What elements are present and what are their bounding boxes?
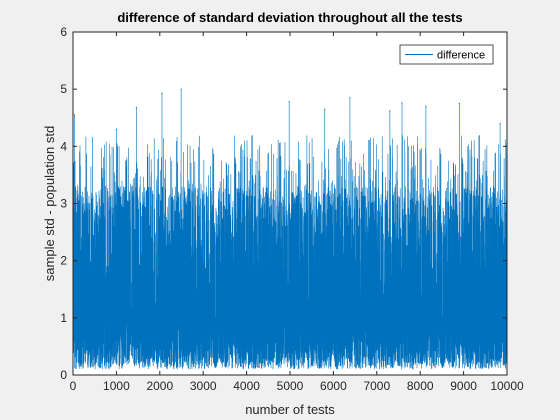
series-peak-point xyxy=(115,128,117,130)
y-axis-label: sample std - population std xyxy=(42,126,57,281)
x-tick-label: 5000 xyxy=(277,379,304,393)
series-line-difference xyxy=(72,89,508,370)
x-axis-label: number of tests xyxy=(245,402,335,417)
y-tick-label: 4 xyxy=(60,139,67,153)
series-peak-point xyxy=(135,106,137,109)
x-axis: 0 1000 2000 3000 4000 5000 6000 7000 8000 9000 100… xyxy=(70,32,524,393)
x-tick-label: 8000 xyxy=(407,379,434,393)
series-peak-point xyxy=(73,114,75,116)
series-peak-point xyxy=(425,105,427,107)
series-peak-point xyxy=(499,122,501,125)
series-peak-point xyxy=(324,108,326,110)
series-peak-point xyxy=(180,88,182,90)
series-layer xyxy=(72,88,508,370)
series-peak-point xyxy=(288,101,290,103)
legend: difference xyxy=(399,44,494,65)
x-tick-label: 7000 xyxy=(363,379,390,393)
y-tick-label: 6 xyxy=(60,25,67,39)
chart-title: difference of standard deviation through… xyxy=(117,10,462,25)
y-tick-label: 3 xyxy=(60,197,67,211)
x-tick-label: 3000 xyxy=(190,379,217,393)
x-tick-label: 10000 xyxy=(490,379,524,393)
x-tick-label: 6000 xyxy=(320,379,347,393)
y-axis: 0 1 2 3 4 5 6 xyxy=(60,25,507,382)
y-tick-label: 5 xyxy=(60,82,67,96)
series-peak-point xyxy=(349,97,351,99)
x-tick-label: 0 xyxy=(70,379,77,393)
y-tick-label: 2 xyxy=(60,254,67,268)
series-peak-point xyxy=(389,110,391,112)
legend-entry-difference: difference xyxy=(437,50,485,62)
x-tick-label: 2000 xyxy=(146,379,173,393)
series-peak-point xyxy=(401,102,403,104)
x-tick-label: 9000 xyxy=(450,379,477,393)
y-tick-label: 0 xyxy=(60,368,67,382)
series-peak-point xyxy=(161,92,163,94)
x-tick-label: 1000 xyxy=(103,379,130,393)
series-peak-point xyxy=(458,102,460,105)
legend-box xyxy=(399,44,494,65)
x-tick-label: 4000 xyxy=(233,379,260,393)
y-tick-label: 1 xyxy=(60,311,67,325)
